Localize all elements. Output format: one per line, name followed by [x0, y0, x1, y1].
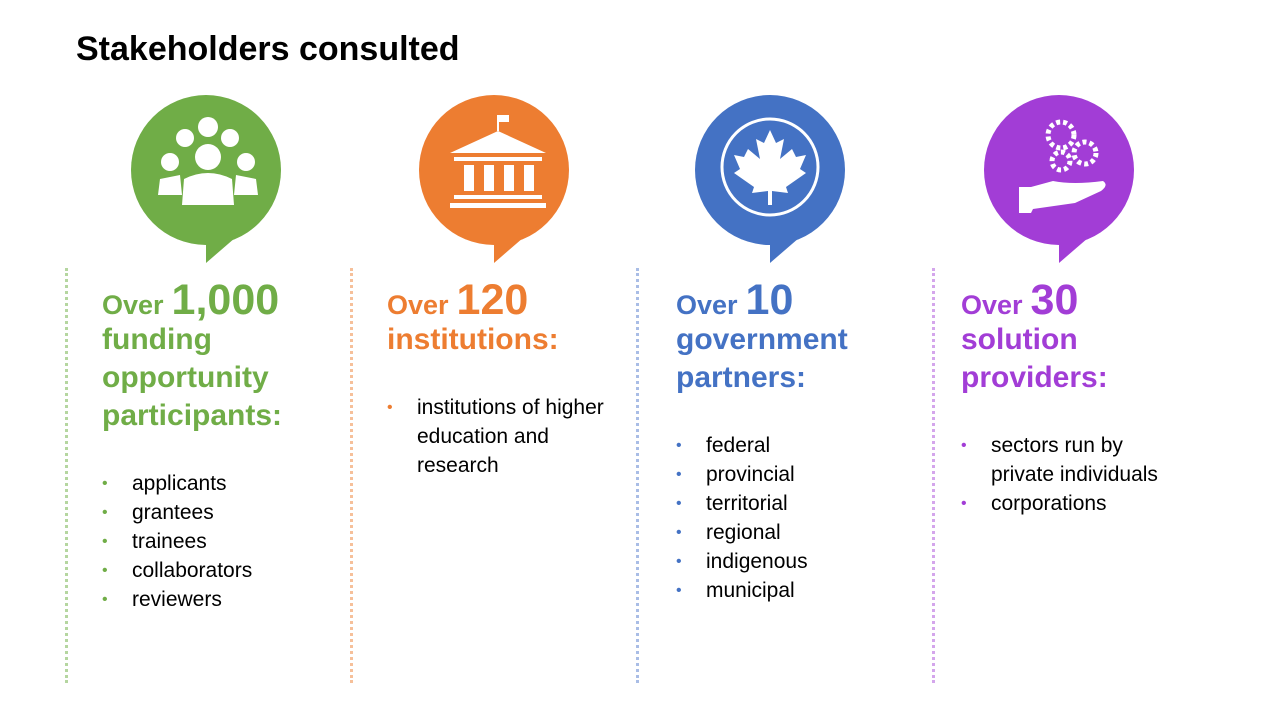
- list-item: reviewers: [102, 585, 330, 614]
- list-item: sectors run by private individuals: [961, 431, 1189, 489]
- gears-hand-icon: [984, 95, 1134, 263]
- count-line: Over 120: [387, 276, 617, 325]
- people-icon: [131, 95, 281, 263]
- list-item: regional: [676, 518, 904, 547]
- count-prefix: Over: [102, 290, 164, 320]
- count-line: Over 30: [961, 276, 1191, 325]
- list-item: municipal: [676, 576, 904, 605]
- item-list: institutions of higher education and res…: [387, 393, 617, 480]
- count-number: 30: [1030, 276, 1079, 324]
- list-item: grantees: [102, 498, 330, 527]
- list-item: collaborators: [102, 556, 330, 585]
- list-item: applicants: [102, 469, 330, 498]
- count-number: 1,000: [171, 276, 280, 324]
- list-item: institutions of higher education and res…: [387, 393, 615, 480]
- list-item: federal: [676, 431, 904, 460]
- group-heading: government partners:: [676, 323, 848, 394]
- count-line: Over 1,000: [102, 276, 332, 325]
- count-number: 10: [745, 276, 794, 324]
- list-item: trainees: [102, 527, 330, 556]
- maple-leaf-icon: [695, 95, 845, 263]
- divider: [636, 268, 639, 683]
- item-list: sectors run by private individualscorpor…: [961, 431, 1191, 518]
- group-heading: funding opportunity participants:: [102, 323, 283, 432]
- item-list: federalprovincialterritorialregionalindi…: [676, 431, 906, 605]
- count-line: Over 10: [676, 276, 906, 325]
- count-prefix: Over: [387, 290, 449, 320]
- item-list: applicantsgranteestraineescollaboratorsr…: [102, 469, 332, 614]
- count-number: 120: [456, 276, 529, 324]
- list-item: indigenous: [676, 547, 904, 576]
- institution-icon: [419, 95, 569, 263]
- list-item: provincial: [676, 460, 904, 489]
- list-item: territorial: [676, 489, 904, 518]
- count-prefix: Over: [676, 290, 738, 320]
- slide-title: Stakeholders consulted: [76, 30, 460, 68]
- list-item: corporations: [961, 489, 1189, 518]
- group-heading: solution providers:: [961, 323, 1108, 394]
- divider: [65, 268, 68, 683]
- group-heading: institutions:: [387, 323, 559, 356]
- divider: [350, 268, 353, 683]
- divider: [932, 268, 935, 683]
- stakeholder-column: Over 1,000 funding opportunity participant…: [102, 276, 332, 614]
- count-prefix: Over: [961, 290, 1023, 320]
